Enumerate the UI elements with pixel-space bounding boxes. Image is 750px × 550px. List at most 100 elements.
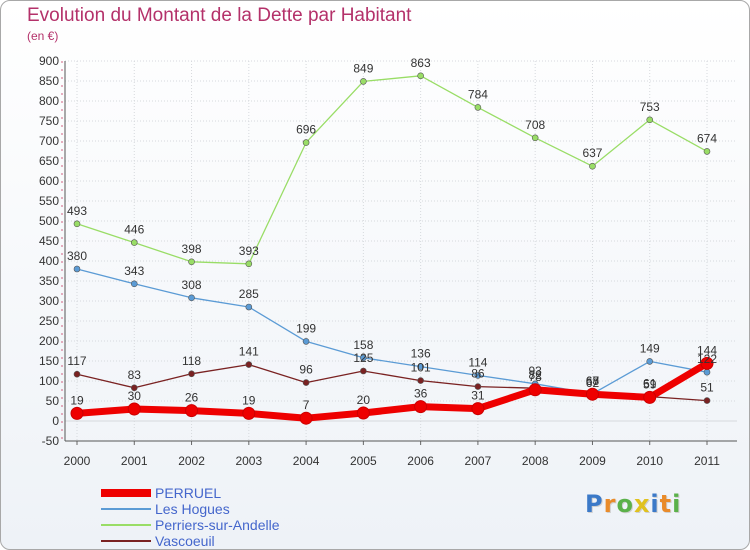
series-line-2: [76, 75, 708, 265]
data-point: [417, 72, 424, 80]
legend-swatch: [101, 489, 151, 497]
data-point: [643, 390, 657, 404]
proxiti-logo: Proxiti: [585, 490, 681, 518]
data-label: 61: [643, 377, 657, 391]
logo-letter: x: [633, 490, 651, 518]
data-point: [360, 367, 367, 375]
data-label: 59: [643, 377, 657, 391]
data-point: [474, 372, 482, 379]
data-label: 96: [299, 363, 313, 377]
x-tick-label: 2008: [522, 454, 549, 468]
y-tick-label: 600: [39, 174, 59, 188]
data-point: [417, 377, 424, 384]
series-line-1: [76, 268, 708, 395]
chart-legend: PERRUEL Les Hogues Perriers-sur-Andelle Vas…: [101, 485, 341, 549]
x-tick-label: 2005: [350, 454, 377, 468]
data-label: 82: [529, 368, 543, 382]
legend-item: Vascoeuil: [101, 533, 341, 549]
data-label: 708: [525, 118, 545, 132]
data-label: 118: [182, 354, 201, 368]
y-tick-label: 350: [39, 274, 59, 288]
y-tick-label: 550: [39, 194, 59, 208]
series-line-0: [73, 359, 711, 422]
data-label: 446: [124, 223, 144, 237]
y-tick-label: 300: [39, 294, 59, 308]
x-tick-label: 2011: [694, 454, 720, 468]
data-point: [474, 104, 482, 111]
data-point: [703, 368, 711, 376]
data-label: 393: [239, 244, 259, 258]
x-tick-label: 2001: [121, 454, 148, 468]
data-point: [585, 387, 599, 401]
chart-subtitle: (en €): [27, 29, 59, 43]
legend-item: Perriers-sur-Andelle: [101, 517, 341, 533]
y-tick-label: 150: [39, 354, 59, 368]
data-point: [70, 406, 84, 420]
data-label: 20: [357, 393, 371, 407]
y-tick-label: 900: [39, 54, 59, 68]
data-label: 19: [70, 393, 84, 407]
data-label: 285: [239, 287, 259, 301]
data-point: [360, 78, 367, 85]
data-point: [646, 358, 654, 365]
data-label: 78: [529, 370, 543, 384]
y-tick-label: 700: [39, 134, 59, 148]
data-point: [245, 303, 253, 311]
data-label: 199: [296, 321, 316, 335]
x-tick-label: 2002: [178, 454, 205, 468]
data-label: 308: [182, 278, 202, 292]
data-label: 158: [353, 338, 373, 352]
data-point: [299, 411, 313, 425]
logo-letter: r: [603, 490, 617, 518]
data-label: 83: [128, 368, 142, 382]
data-point: [703, 397, 711, 404]
data-point: [703, 148, 711, 155]
data-label: 696: [296, 123, 316, 137]
data-point: [528, 383, 542, 397]
data-point: [127, 402, 141, 416]
y-tick-label: 850: [39, 74, 59, 88]
data-label: 51: [700, 381, 714, 395]
data-label: 68: [586, 374, 600, 388]
data-label: 117: [67, 354, 86, 368]
data-label: 62: [586, 376, 600, 390]
y-tick-label: 750: [39, 114, 59, 128]
data-label: 674: [697, 131, 717, 145]
logo-letter: o: [616, 490, 634, 518]
y-tick-label: 500: [39, 214, 59, 228]
legend-swatch: [101, 508, 151, 510]
y-tick-label: 650: [39, 154, 59, 168]
data-label: 343: [124, 264, 144, 278]
data-label: 493: [67, 204, 87, 218]
data-label: 101: [411, 361, 431, 375]
data-point: [531, 134, 539, 142]
data-point: [360, 354, 367, 362]
data-point: [73, 220, 81, 228]
data-point: [302, 338, 310, 345]
y-tick-label: -50: [42, 434, 60, 448]
data-point: [302, 379, 310, 386]
data-label: 149: [640, 341, 660, 355]
logo-letter: i: [650, 490, 660, 518]
data-point: [356, 406, 370, 420]
y-tick-label: 400: [39, 254, 59, 268]
data-label: 784: [468, 87, 488, 101]
data-label: 753: [640, 100, 660, 114]
y-tick-label: 100: [39, 374, 59, 388]
data-label: 93: [529, 364, 543, 378]
data-point: [188, 258, 195, 266]
y-tick-label: 450: [39, 234, 59, 248]
data-label: 144: [697, 343, 717, 357]
x-tick-label: 2004: [293, 454, 320, 468]
data-point: [245, 361, 253, 368]
data-label: 141: [239, 345, 259, 359]
chart-title: Evolution du Montant de la Dette par Hab…: [27, 5, 412, 26]
y-tick-label: 50: [46, 394, 60, 408]
legend-label: Les Hogues: [155, 501, 230, 517]
data-point: [185, 404, 199, 418]
data-label: 125: [353, 351, 373, 365]
data-point: [242, 406, 256, 420]
data-point: [73, 265, 81, 273]
data-point: [73, 370, 81, 378]
legend-label: Vascoeuil: [155, 533, 215, 549]
